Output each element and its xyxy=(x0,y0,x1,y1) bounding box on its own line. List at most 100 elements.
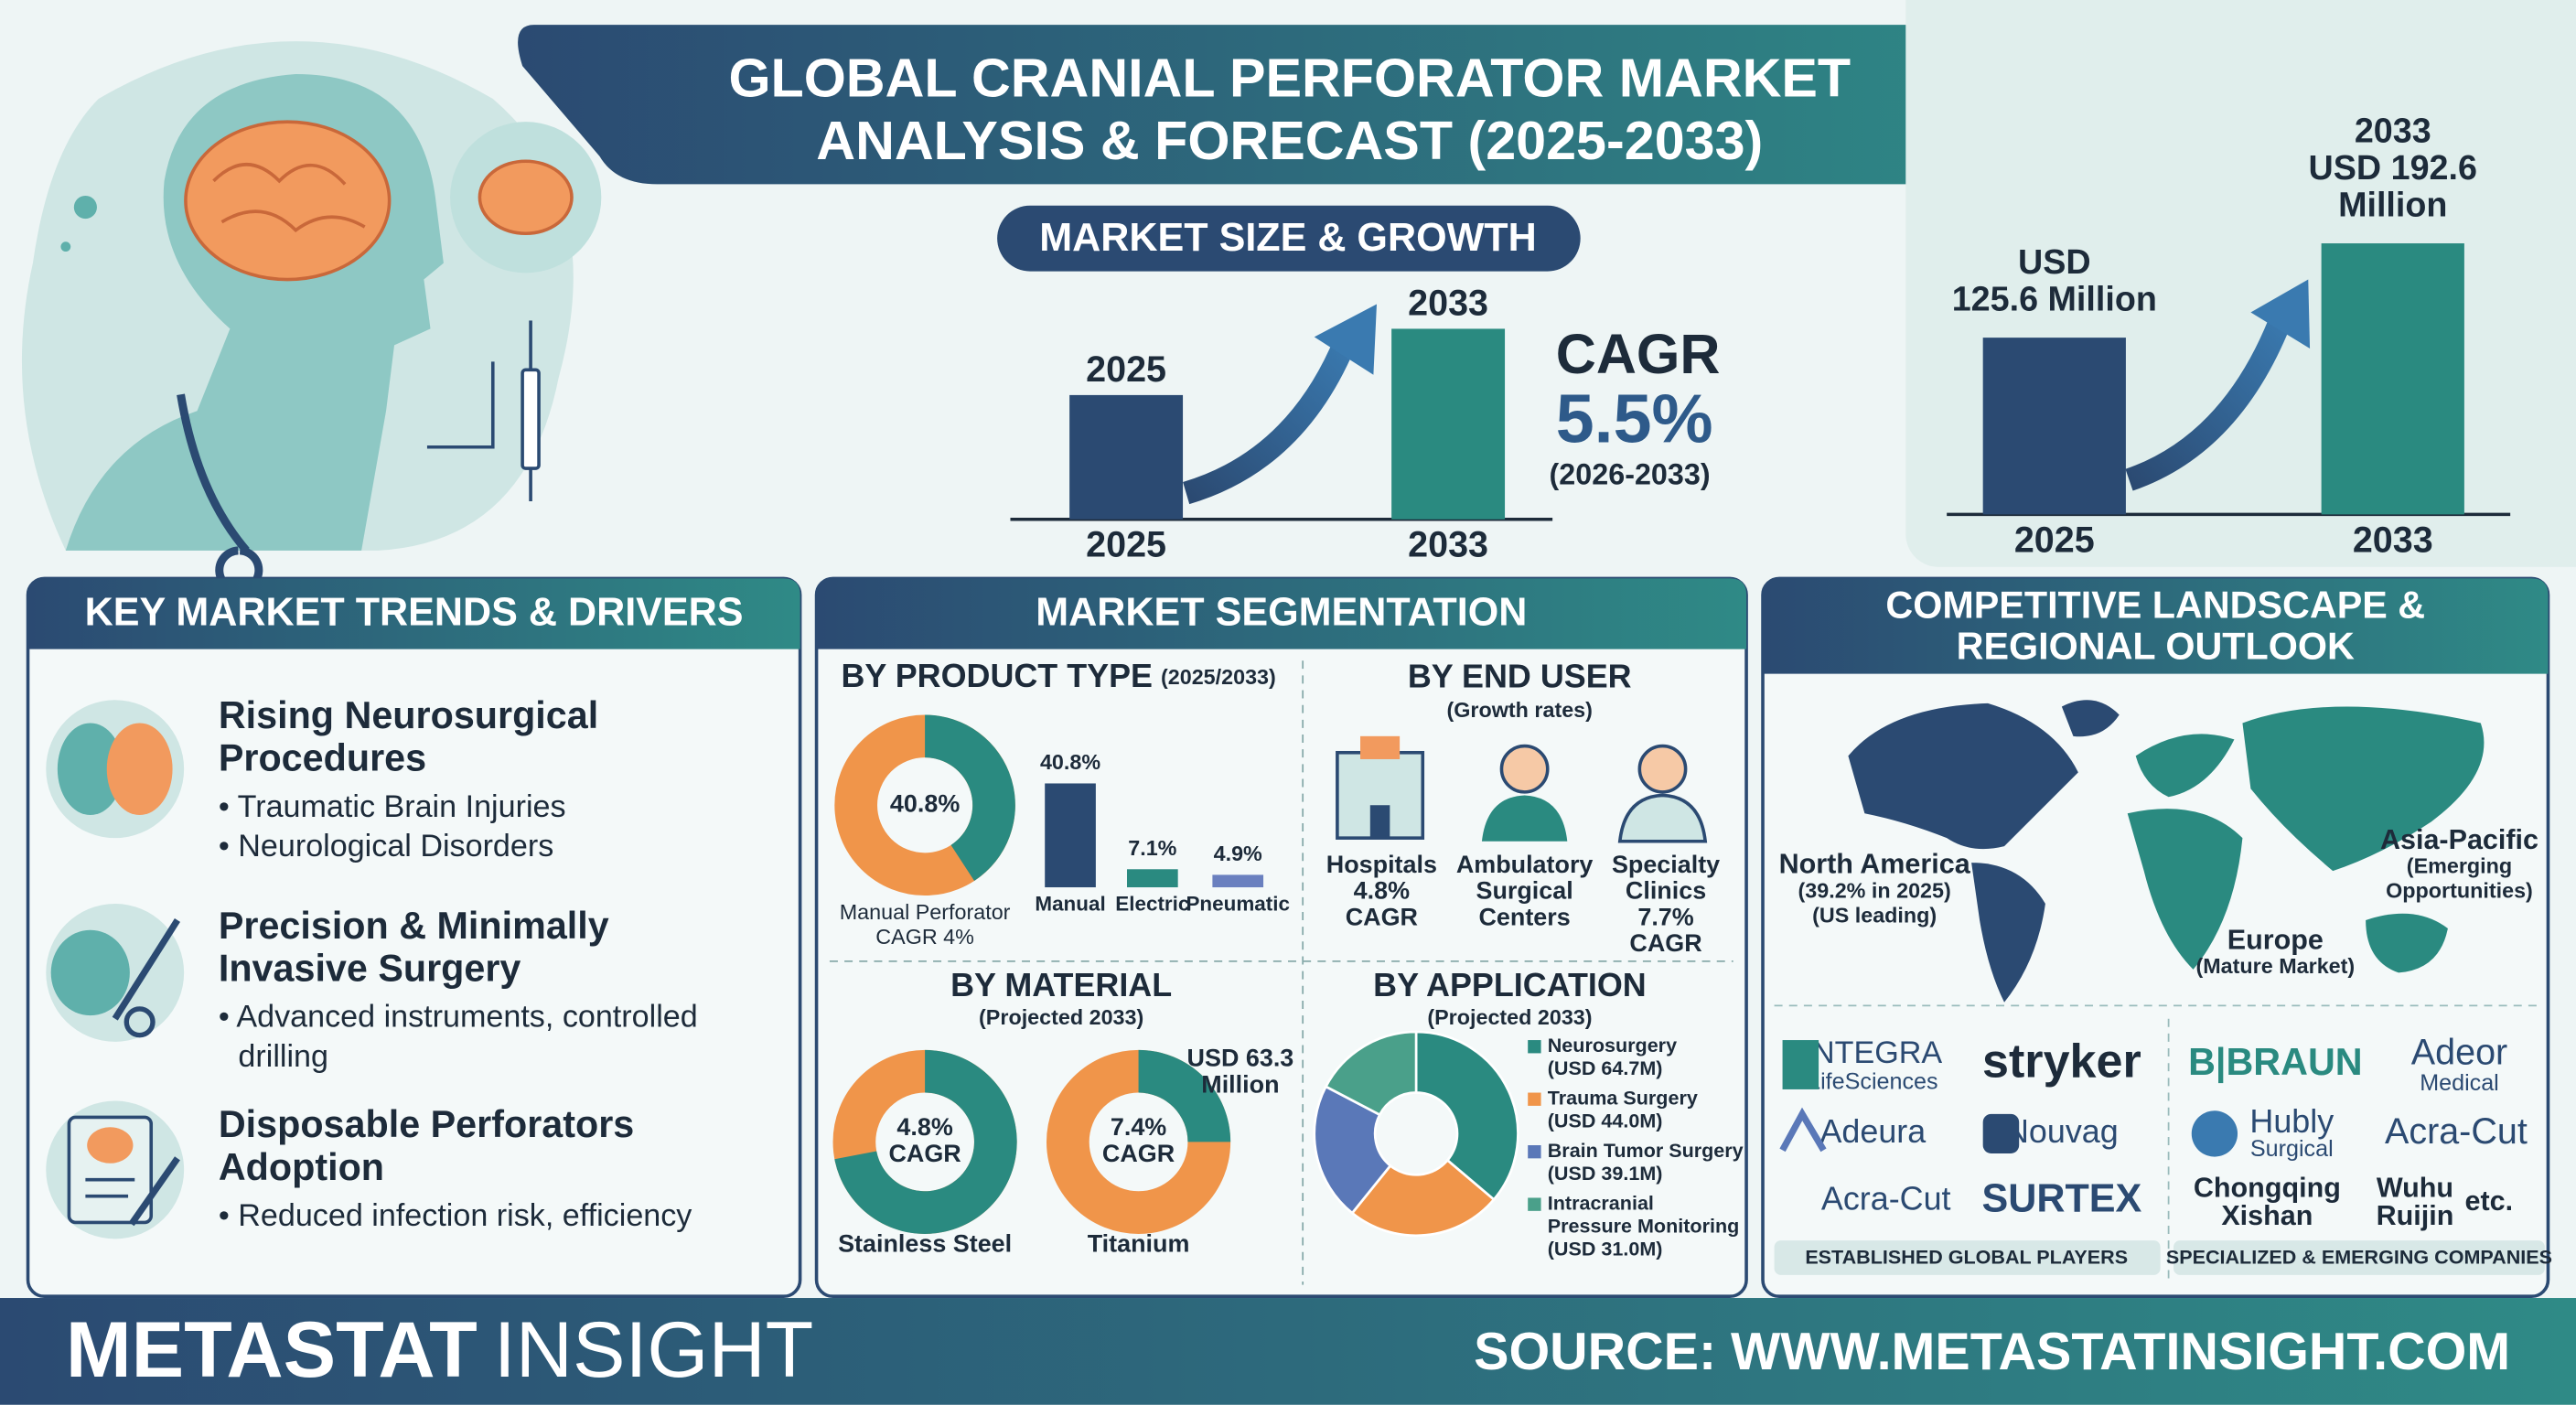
bar xyxy=(1045,783,1096,888)
category-label: Electric xyxy=(1115,893,1189,916)
donut-label: CAGR xyxy=(888,1140,961,1167)
legend-swatch xyxy=(1528,1197,1541,1211)
section-heading: MARKET SIZE & GROWTH xyxy=(1039,216,1536,260)
donut-label: CAGR xyxy=(1102,1140,1175,1167)
company-logo: Acra-Cut xyxy=(2385,1111,2528,1152)
end-user-label: CAGR xyxy=(1629,929,1701,957)
bar xyxy=(1127,869,1178,888)
end-user-label: 7.7% xyxy=(1637,903,1693,930)
growth-arrow xyxy=(2250,279,2311,349)
company-logo: INTEGRA xyxy=(1804,1035,1943,1070)
segment-title: BY PRODUCT TYPE (2025/2033) xyxy=(842,657,1276,694)
bar xyxy=(1391,328,1506,520)
x-tick-label: 2033 xyxy=(2353,520,2433,560)
region-note: Opportunities) xyxy=(2386,879,2533,903)
value-label: USD xyxy=(2018,242,2091,281)
label-pill xyxy=(2174,1240,2545,1275)
legend-label: Trauma Surgery xyxy=(1548,1086,1698,1109)
legend-value: (USD 44.0M) xyxy=(1548,1110,1663,1132)
segment-title: BY MATERIAL xyxy=(950,966,1172,1003)
donut-segment xyxy=(1350,1158,1496,1238)
brand: METASTAT INSIGHT xyxy=(66,1306,814,1394)
group-label: ESTABLISHED GLOBAL PLAYERS xyxy=(1805,1246,2128,1269)
end-user-label: Ambulatory xyxy=(1456,851,1594,878)
trend-title: Adoption xyxy=(219,1146,384,1188)
trend-bullet: • Advanced instruments, controlled xyxy=(219,1000,698,1035)
region-name: North America xyxy=(1779,849,1971,880)
trend-bullet: • Traumatic Brain Injuries xyxy=(219,789,566,824)
title-banner xyxy=(518,25,2059,185)
company-logo: Surgical xyxy=(2250,1136,2334,1162)
value-label: 7.1% xyxy=(1128,836,1176,860)
company-logo: SURTEX xyxy=(1981,1176,2141,1220)
segment-note: (Growth rates) xyxy=(1447,698,1593,722)
donut-segment xyxy=(925,714,1015,881)
panel-heading: MARKET SEGMENTATION xyxy=(1036,590,1527,634)
trend-title: Invasive Surgery xyxy=(219,948,521,990)
brand-light: INSIGHT xyxy=(494,1306,814,1394)
legend-swatch xyxy=(1528,1092,1541,1106)
trend-bullet: • Reduced infection risk, efficiency xyxy=(219,1198,692,1233)
segment-title: BY END USER xyxy=(1408,657,1632,694)
x-tick-label: 2025 xyxy=(2014,520,2095,560)
region-name: Asia-Pacific xyxy=(2380,824,2538,855)
donut-segment xyxy=(1324,1030,1418,1117)
logo-mark xyxy=(1782,1040,1819,1089)
legend-value: (USD 64.7M) xyxy=(1548,1056,1663,1079)
company-logo: B|BRAUN xyxy=(2188,1041,2363,1083)
panel-heading: COMPETITIVE LANDSCAPE & xyxy=(1885,585,2425,627)
trend-icons xyxy=(46,700,185,1239)
company-logo: Medical xyxy=(2420,1070,2499,1096)
bar xyxy=(1982,338,2126,515)
panel-header xyxy=(1763,578,2549,674)
bar-top-label: 2033 xyxy=(1408,284,1488,324)
cagr-period: (2026-2033) xyxy=(1550,458,1711,491)
region-note: (US leading) xyxy=(1812,904,1937,928)
donut-label: 7.4% xyxy=(1111,1113,1166,1141)
legend-label: Pressure Monitoring xyxy=(1548,1214,1740,1237)
donut-caption: CAGR 4% xyxy=(875,925,974,949)
region-note: (Emerging xyxy=(2407,854,2512,878)
logo-mark xyxy=(1982,1113,2020,1153)
panel-heading: KEY MARKET TRENDS & DRIVERS xyxy=(85,590,744,634)
brand-bold: METASTAT xyxy=(66,1306,478,1394)
legend-label: Brain Tumor Surgery xyxy=(1548,1139,1744,1162)
bar xyxy=(1069,394,1184,520)
group-label: SPECIALIZED & EMERGING COMPANIES xyxy=(2166,1246,2552,1269)
donut-segment xyxy=(1414,1030,1519,1202)
growth-arrow xyxy=(1314,304,1377,375)
company-logo: Adeor xyxy=(2411,1033,2507,1073)
trend-title: Rising Neurosurgical xyxy=(219,694,598,736)
donut-decor xyxy=(834,1049,1017,1234)
value-label: USD 192.6 xyxy=(2309,148,2477,187)
segment-note: (Projected 2033) xyxy=(979,1005,1143,1029)
legend-swatch xyxy=(1528,1145,1541,1159)
logo-mark xyxy=(2191,1110,2238,1157)
legend-label: Neurosurgery xyxy=(1548,1034,1677,1056)
segment-title: BY APPLICATION xyxy=(1373,966,1647,1003)
material-name: Stainless Steel xyxy=(838,1230,1012,1258)
logo-mark xyxy=(1779,1107,1827,1153)
value-label: 40.8% xyxy=(1040,750,1100,774)
segment-note: (2025/2033) xyxy=(1161,665,1276,689)
panel-heading: REGIONAL OUTLOOK xyxy=(1957,626,2355,668)
company-logo: etc. xyxy=(2465,1185,2514,1217)
donut-caption: Manual Perforator xyxy=(840,900,1011,924)
footer xyxy=(0,1298,2576,1405)
category-label: Manual xyxy=(1035,893,1105,916)
panel-header xyxy=(816,578,1747,649)
company-logo: Ruijin xyxy=(2377,1200,2454,1231)
callout: USD 63.3 xyxy=(1187,1045,1294,1072)
growth-arrow xyxy=(1183,332,1358,505)
end-user-label: Clinics xyxy=(1626,877,1706,905)
value-label: Million xyxy=(2338,185,2447,223)
trend-bullet: • Neurological Disorders xyxy=(219,829,553,863)
x-tick-label: 2033 xyxy=(1408,525,1488,565)
